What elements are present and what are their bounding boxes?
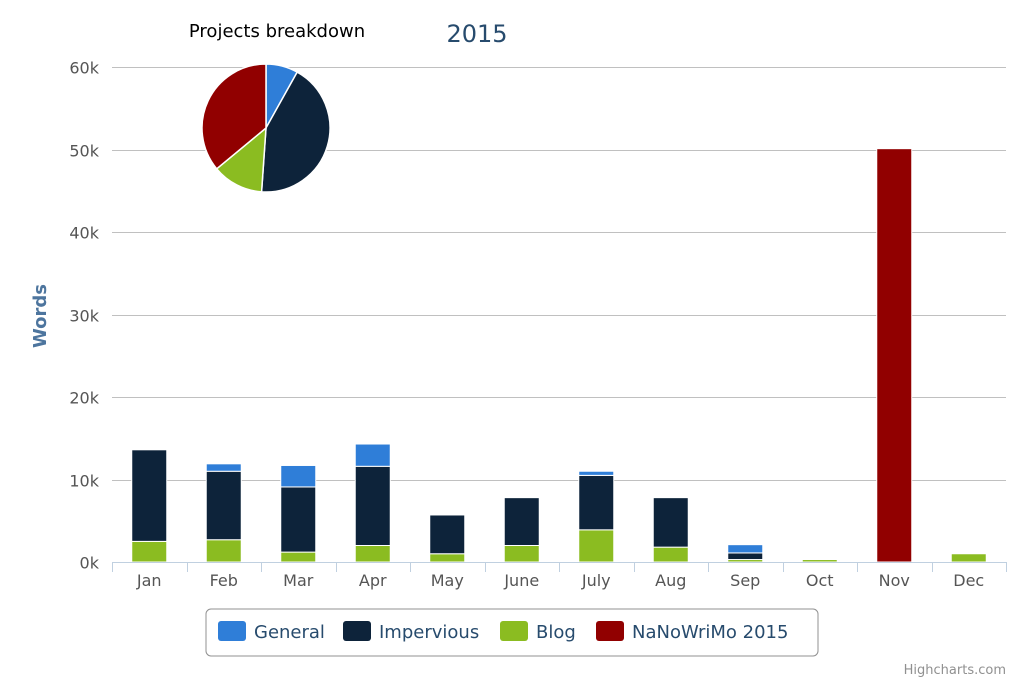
x-tick-label: Dec [953,571,984,590]
legend-label: Blog [536,622,576,643]
x-tick-label: May [431,571,464,590]
y-tick-label: 10k [69,472,99,491]
bar-impervious-mar[interactable] [280,486,317,553]
bar-blog-june[interactable] [503,545,540,563]
legend-swatch [343,621,371,641]
bar-general-apr[interactable] [354,443,391,467]
y-tick-label: 20k [69,389,99,408]
legend-swatch [596,621,624,641]
x-tick-label: Sep [730,571,760,590]
bar-impervious-june[interactable] [503,497,540,546]
pie-slice-impervious[interactable] [260,71,331,193]
bar-blog-mar[interactable] [280,551,317,563]
pie-chart [201,63,331,193]
bar-impervious-feb[interactable] [205,470,242,541]
bar-general-feb[interactable] [205,463,242,472]
x-tick-label: Feb [210,571,238,590]
x-tick-label: Mar [283,571,314,590]
legend-swatch [218,621,246,641]
y-tick-label: 30k [69,307,99,326]
x-tick-label: June [503,571,539,590]
bar-general-sep[interactable] [727,544,764,554]
bar-blog-aug[interactable] [652,546,689,563]
bar-blog-may[interactable] [429,553,466,563]
y-tick-label: 60k [69,59,99,78]
bar-impervious-aug[interactable] [652,497,689,548]
legend-swatch [500,621,528,641]
bar-blog-dec[interactable] [950,553,987,563]
credits-link[interactable]: Highcharts.com [904,663,1006,678]
x-tick-label: Nov [879,571,910,590]
bar-general-july[interactable] [578,470,615,476]
bar-blog-apr[interactable] [354,545,391,563]
bar-blog-feb[interactable] [205,539,242,563]
legend-label: Impervious [379,622,479,643]
bar-blog-july[interactable] [578,529,615,563]
legend-item-blog[interactable]: Blog [500,621,576,643]
x-tick-label: Aug [655,571,686,590]
x-tick-label: Apr [359,571,387,590]
legend-label: NaNoWriMo 2015 [632,622,788,643]
bar-impervious-jan[interactable] [131,449,168,542]
legend-item-general[interactable]: General [218,621,325,643]
legend: General Impervious Blog NaNoWriMo 2015 [205,608,819,657]
y-tick-label: 40k [69,224,99,243]
chart-title: 2015 [446,20,507,48]
pie-slice-nanowrimo-2015[interactable] [201,63,267,170]
bar-impervious-july[interactable] [578,474,615,531]
y-axis-ticks: 0k 10k 20k 30k 40k 50k 60k [69,59,99,573]
bar-general-mar[interactable] [280,464,317,488]
x-axis-ticks: Jan Feb Mar Apr May June July Aug Sep Oct Nov Dec [112,562,1007,590]
bar-impervious-apr[interactable] [354,465,391,546]
bar-impervious-may[interactable] [429,514,466,555]
bar-marks [131,148,987,563]
bar-nanowrimo-2015-nov[interactable] [876,148,913,563]
x-tick-label: July [581,571,611,590]
bar-impervious-sep[interactable] [727,552,764,561]
x-tick-label: Oct [806,571,834,590]
y-tick-label: 50k [69,142,99,161]
x-tick-label: Jan [136,571,162,590]
y-axis-label: Words [30,284,51,348]
y-tick-label: 0k [80,554,100,573]
bar-blog-oct[interactable] [801,559,838,563]
legend-label: General [254,622,325,643]
legend-item-nanowrimo-2015[interactable]: NaNoWriMo 2015 [596,621,788,643]
pie-title: Projects breakdown [189,21,365,42]
bar-blog-jan[interactable] [131,540,168,563]
legend-item-impervious[interactable]: Impervious [343,621,479,643]
